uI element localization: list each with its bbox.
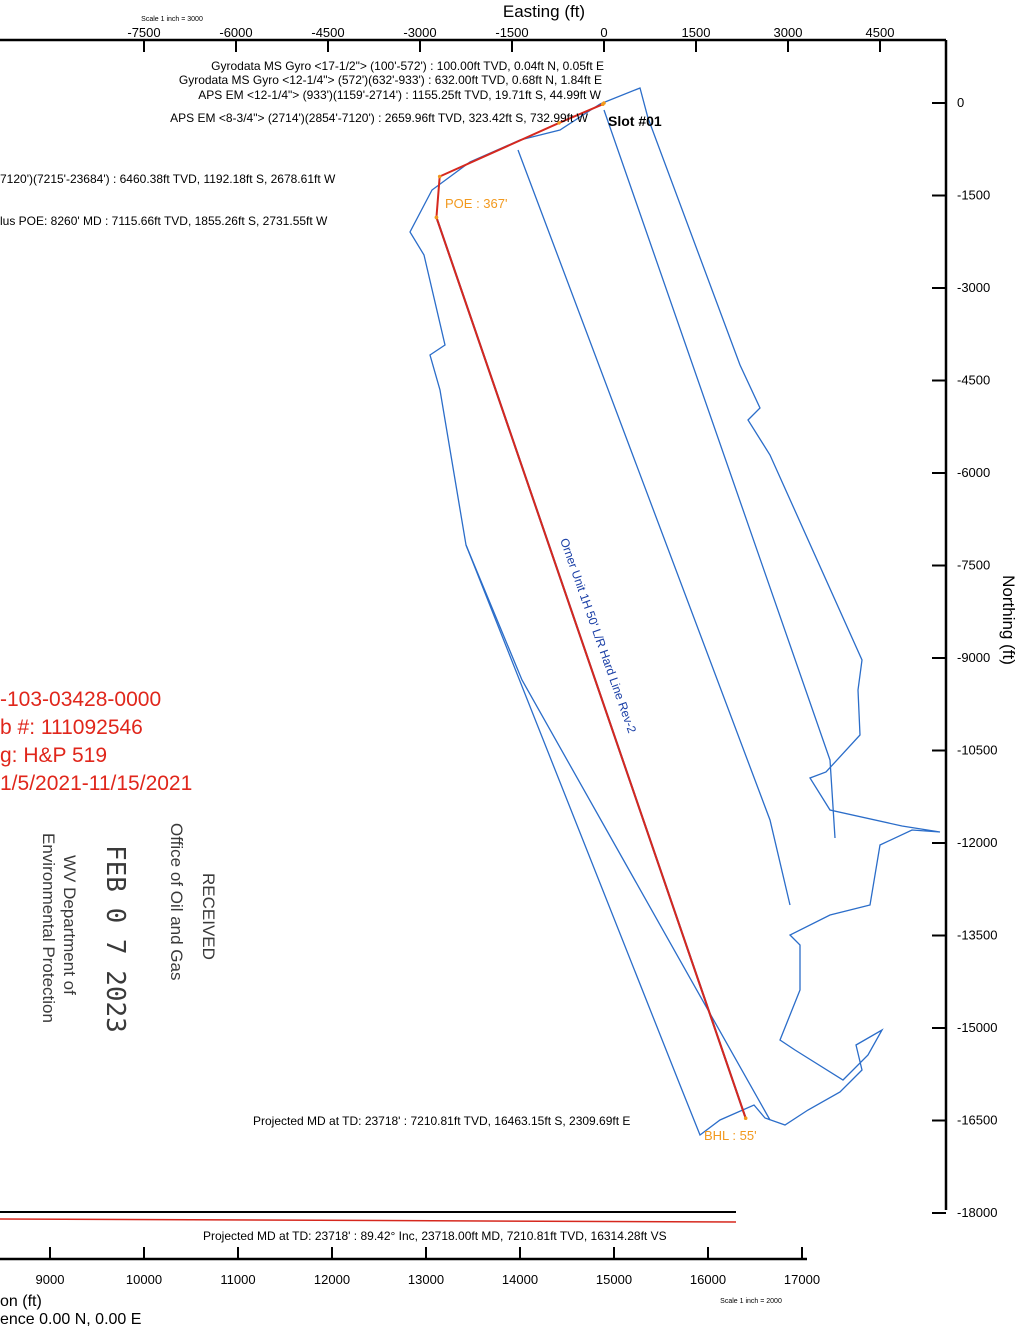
boundary-inner-line xyxy=(517,149,791,906)
x-tick-label: 1500 xyxy=(682,25,711,40)
wellpath-point xyxy=(600,102,605,107)
annotation-poe: lus POE: 8260' MD : 7115.66ft TVD, 1855.… xyxy=(0,214,328,228)
y-tick-label: 0 xyxy=(957,95,964,110)
y-tick-label: -3000 xyxy=(957,280,990,295)
slot-label: Slot #01 xyxy=(608,113,662,129)
y-tick-label: -1500 xyxy=(957,188,990,203)
job-number: b #: 111092546 xyxy=(0,716,143,739)
vs-tick-label: 16000 xyxy=(690,1272,726,1287)
y-tick-label: -6000 xyxy=(957,465,990,480)
vs-annotation: Projected MD at TD: 23718' : 89.42° Inc,… xyxy=(203,1229,667,1243)
hard-line-label: Orner Unit 1H 50' L/R Hard Line Rev-2 xyxy=(557,536,639,735)
x-tick-label: 0 xyxy=(600,25,607,40)
stamp-date: FEB 0 7 2023 xyxy=(100,845,130,1033)
y-axis-label: Northing (ft) xyxy=(999,575,1018,665)
x-tick-label: -6000 xyxy=(219,25,252,40)
vs-scale-note: Scale 1 inch = 2000 xyxy=(720,1298,782,1305)
y-tick-label: -7500 xyxy=(957,558,990,573)
poe-label: POE : 367' xyxy=(445,196,507,211)
annotation-gyro-1: Gyrodata MS Gyro <17-1/2"> (100'-572') :… xyxy=(211,59,604,73)
annotation-projected-td: Projected MD at TD: 23718' : 7210.81ft T… xyxy=(253,1114,630,1128)
y-tick-label: -18000 xyxy=(957,1205,997,1220)
vs-profile-red xyxy=(0,1218,737,1223)
bhl-label: BHL : 55' xyxy=(704,1128,757,1143)
vs-tick-label: 17000 xyxy=(784,1272,820,1287)
y-tick-label: -15000 xyxy=(957,1020,997,1035)
wellpath-point xyxy=(743,1116,748,1121)
y-tick-label: -12000 xyxy=(957,835,997,850)
y-tick-label: -4500 xyxy=(957,373,990,388)
rig-name: g: H&P 519 xyxy=(0,744,108,767)
vs-x-ticks: 9000 10000 11000 12000 13000 14000 15000 16000 1… xyxy=(36,1247,820,1287)
annotation-aps-2: APS EM <8-3/4"> (2714')(2854'-7120') : 2… xyxy=(170,111,588,125)
y-tick-label: -10500 xyxy=(957,743,997,758)
x-tick-label: -1500 xyxy=(495,25,528,40)
y-tick-label: -13500 xyxy=(957,928,997,943)
stamp-office: Office of Oil and Gas xyxy=(167,823,186,981)
vs-tick-label: 12000 xyxy=(314,1272,350,1287)
x-tick-label: 4500 xyxy=(866,25,895,40)
x-tick-label: -4500 xyxy=(311,25,344,40)
lease-boundary xyxy=(409,87,941,1137)
boundary-inner-line xyxy=(603,109,836,839)
stamp-dep: Environmental Protection xyxy=(39,833,58,1023)
annotation-tvd-6460: 7120')(7215'-23684') : 6460.38ft TVD, 11… xyxy=(0,172,336,186)
y-tick-label: -16500 xyxy=(957,1113,997,1128)
api-number: -103-03428-0000 xyxy=(0,688,162,711)
x-axis-label: Easting (ft) xyxy=(503,2,585,21)
vs-tick-label: 9000 xyxy=(36,1272,65,1287)
wellpath-point xyxy=(437,174,442,179)
annotation-aps-1: APS EM <12-1/4"> (933')(1159'-2714') : 1… xyxy=(198,88,601,102)
y-tick-label: -9000 xyxy=(957,650,990,665)
vs-tick-label: 15000 xyxy=(596,1272,632,1287)
x-ticks: -7500 -6000 -4500 -3000 -1500 0 1500 3000 4500 xyxy=(127,25,894,52)
stamp-dept: WV Department of xyxy=(60,855,79,995)
boundary-inner-line xyxy=(465,544,771,1121)
wellpath-point xyxy=(557,121,561,125)
vs-tick-label: 11000 xyxy=(220,1272,255,1287)
vs-tick-label: 10000 xyxy=(126,1272,162,1287)
wellpath-series xyxy=(434,101,748,1121)
vs-x-axis-label: on (ft) xyxy=(0,1293,42,1310)
x-tick-label: -3000 xyxy=(403,25,436,40)
y-ticks: 0 -1500 -3000 -4500 -6000 -7500 -9000 -10500 -12… xyxy=(932,95,997,1220)
vs-reference-note: ence 0.00 N, 0.00 E xyxy=(0,1311,141,1328)
x-tick-label: -7500 xyxy=(127,25,160,40)
x-scale-note: Scale 1 inch = 3000 xyxy=(141,16,203,23)
vs-tick-label: 13000 xyxy=(408,1272,444,1287)
boundary-outline xyxy=(409,87,941,1137)
wellpath-point xyxy=(434,215,439,220)
x-tick-label: 3000 xyxy=(774,25,803,40)
annotation-gyro-2: Gyrodata MS Gyro <12-1/4"> (572')(632'-9… xyxy=(179,73,602,87)
stamp-received: RECEIVED xyxy=(199,873,218,960)
vs-tick-label: 14000 xyxy=(502,1272,538,1287)
date-range: 1/5/2021-11/15/2021 xyxy=(0,772,193,795)
